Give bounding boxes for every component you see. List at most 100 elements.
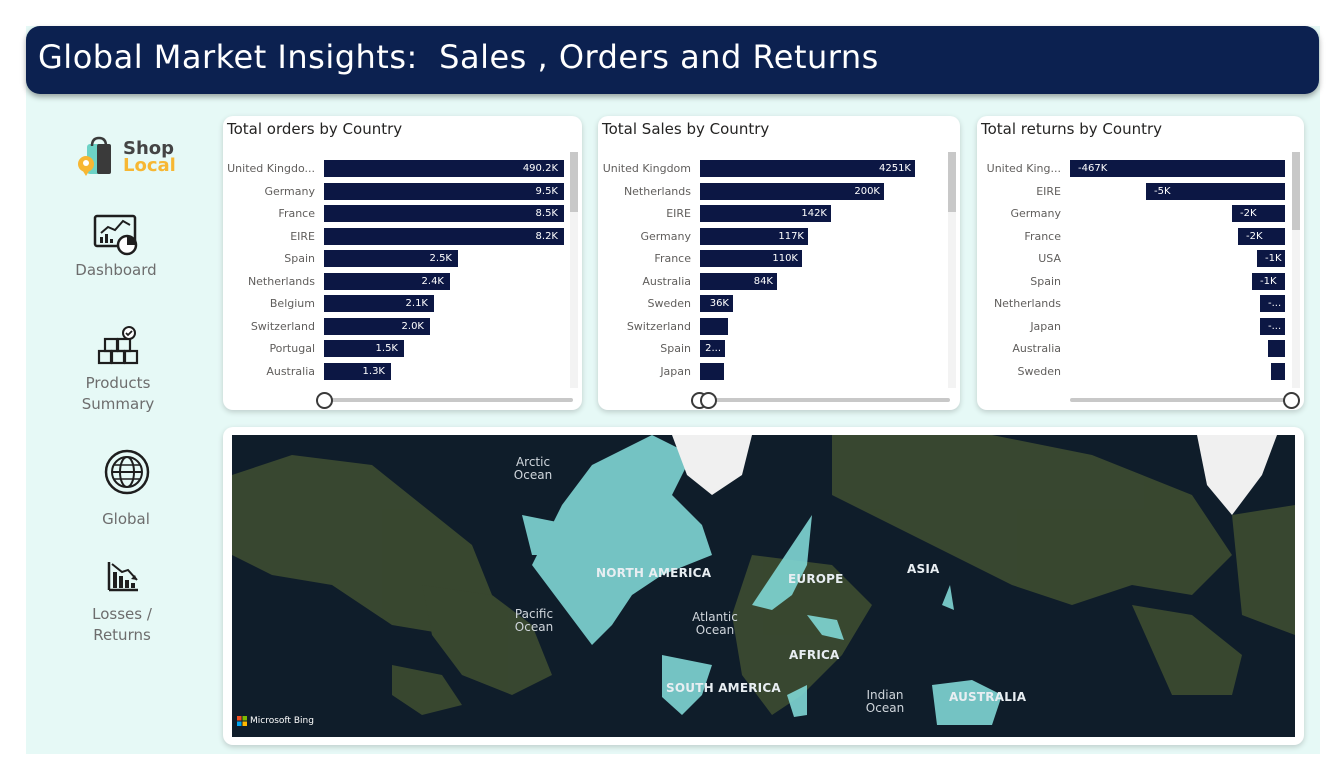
sales-country-label: United Kingdom — [602, 162, 691, 175]
returns-chart-card[interactable]: Total returns by Country United King... -… — [977, 116, 1304, 410]
nav-products-summary[interactable]: Products Summary — [68, 325, 168, 415]
sales-bar[interactable]: 200K — [700, 182, 884, 200]
map-label-atlantic: Atlantic Ocean — [692, 610, 738, 637]
nav-losses-label: Losses / Returns — [72, 604, 172, 646]
orders-bar[interactable]: 2.4K — [324, 272, 450, 290]
sales-data-label: 36K — [709, 298, 729, 309]
returns-country-label: Australia — [1012, 342, 1061, 355]
sales-country-label: Sweden — [647, 297, 691, 310]
nav-losses-line2: Returns — [93, 626, 151, 644]
sales-data-label: 117K — [778, 230, 804, 242]
returns-country-label: Germany — [1010, 207, 1061, 220]
nav-losses-line1: Losses / — [92, 605, 152, 623]
returns-chart-title: Total returns by Country — [981, 120, 1163, 138]
returns-bar[interactable]: -1K — [1252, 272, 1285, 290]
sales-bar[interactable]: 84K — [700, 272, 777, 290]
orders-country-label: Australia — [266, 364, 315, 378]
sales-bar[interactable] — [700, 362, 724, 380]
orders-bar[interactable]: 2.1K — [324, 295, 434, 312]
orders-data-label: 8.5K — [535, 208, 558, 219]
sales-data-label: 200K — [854, 185, 880, 197]
returns-slider-handle[interactable] — [1283, 392, 1300, 409]
returns-bar[interactable] — [1268, 340, 1285, 357]
returns-bar[interactable]: -1K — [1257, 250, 1285, 267]
sales-vertical-scrollbar[interactable] — [948, 152, 956, 388]
orders-chart-card[interactable]: Total orders by Country United Kingdo...… — [223, 116, 582, 410]
orders-slider-handle[interactable] — [316, 392, 333, 409]
nav-losses-returns[interactable]: Losses / Returns — [72, 560, 172, 650]
sales-country-label: Australia — [642, 274, 691, 288]
globe-icon — [104, 449, 150, 495]
sales-bar[interactable]: 36K — [700, 295, 733, 312]
sales-slider-handle[interactable] — [700, 392, 717, 409]
sales-country-label: Japan — [660, 364, 691, 378]
world-map[interactable]: Arctic Ocean Pacific Ocean Atlantic Ocea… — [232, 435, 1295, 737]
map-label-asia: ASIA — [907, 562, 940, 576]
sales-chart-card[interactable]: Total Sales by Country United Kingdom 425… — [598, 116, 960, 410]
bing-attribution-text: Microsoft Bing — [250, 716, 314, 726]
shop-local-logo[interactable]: Shop Local — [77, 136, 176, 178]
orders-range-slider[interactable] — [317, 398, 573, 402]
sales-bar[interactable]: 142K — [700, 205, 831, 222]
map-label-africa: AFRICA — [789, 648, 840, 662]
orders-country-label: Germany — [264, 184, 315, 198]
returns-bar[interactable]: -... — [1260, 295, 1285, 312]
orders-vertical-scrollbar[interactable] — [570, 152, 578, 388]
orders-bar[interactable]: 1.3K — [324, 362, 391, 380]
nav-global[interactable]: Global — [76, 448, 176, 532]
returns-country-label: France — [1024, 229, 1061, 243]
orders-country-label: Netherlands — [247, 274, 315, 288]
orders-bar[interactable]: 490.2K — [324, 160, 564, 177]
sales-data-label: 142K — [801, 208, 827, 219]
returns-data-label: -467K — [1078, 163, 1108, 174]
orders-bar[interactable]: 2.0K — [324, 317, 430, 335]
returns-data-label: -... — [1268, 298, 1282, 309]
returns-bar[interactable]: -5K — [1146, 182, 1285, 200]
returns-data-label: -5K — [1154, 185, 1171, 197]
returns-bar[interactable] — [1271, 362, 1285, 380]
returns-scrollbar-thumb[interactable] — [1292, 152, 1300, 230]
returns-vertical-scrollbar[interactable] — [1292, 152, 1300, 388]
sales-scrollbar-thumb[interactable] — [948, 152, 956, 212]
nav-products-line2: Summary — [81, 395, 155, 413]
nav-dashboard[interactable]: Dashboard — [66, 210, 166, 282]
sales-country-label: Spain — [660, 342, 691, 355]
map-label-pacific: Pacific Ocean — [514, 607, 554, 634]
returns-country-label: Netherlands — [993, 297, 1061, 310]
orders-bar[interactable]: 2.5K — [324, 250, 458, 267]
title-bar — [26, 26, 1319, 94]
world-map-shapes — [232, 435, 1295, 737]
sales-bar[interactable]: 4251K — [700, 160, 915, 177]
sales-bar[interactable]: 110K — [700, 250, 802, 267]
sales-data-label: 2... — [705, 343, 721, 354]
sales-bar[interactable] — [700, 317, 728, 335]
orders-bar[interactable]: 8.2K — [324, 227, 564, 245]
returns-bar[interactable]: -2K — [1238, 227, 1285, 245]
nav-products-summary-label: Products Summary — [68, 373, 168, 415]
bing-attribution: Microsoft Bing — [237, 716, 314, 726]
returns-country-label: Sweden — [1017, 364, 1061, 378]
returns-country-label: Spain — [1030, 274, 1061, 288]
returns-bar[interactable]: -2K — [1232, 205, 1285, 222]
orders-country-label: Switzerland — [250, 319, 315, 333]
map-label-indian: Indian Ocean — [865, 688, 905, 715]
returns-bar[interactable]: -467K — [1070, 160, 1285, 177]
returns-bar[interactable]: -... — [1260, 317, 1285, 335]
sales-bar[interactable]: 117K — [700, 227, 808, 245]
orders-scrollbar-thumb[interactable] — [570, 152, 578, 212]
returns-country-label: EIRE — [1036, 184, 1061, 198]
orders-bar[interactable]: 9.5K — [324, 182, 564, 200]
sales-range-slider[interactable] — [692, 398, 950, 402]
sales-data-label: 84K — [753, 275, 773, 287]
returns-data-label: -1K — [1260, 275, 1277, 287]
dashboard-icon — [93, 214, 138, 256]
returns-range-slider[interactable] — [1070, 398, 1292, 402]
brand-line1: Shop — [123, 138, 175, 159]
orders-bar[interactable]: 1.5K — [324, 340, 404, 357]
orders-country-label: United Kingdo... — [227, 162, 315, 175]
orders-data-label: 1.5K — [375, 343, 398, 354]
returns-country-label: USA — [1038, 252, 1061, 265]
orders-bar[interactable]: 8.5K — [324, 205, 564, 222]
sales-data-label: 110K — [772, 253, 798, 264]
sales-bar[interactable]: 2... — [700, 340, 725, 357]
